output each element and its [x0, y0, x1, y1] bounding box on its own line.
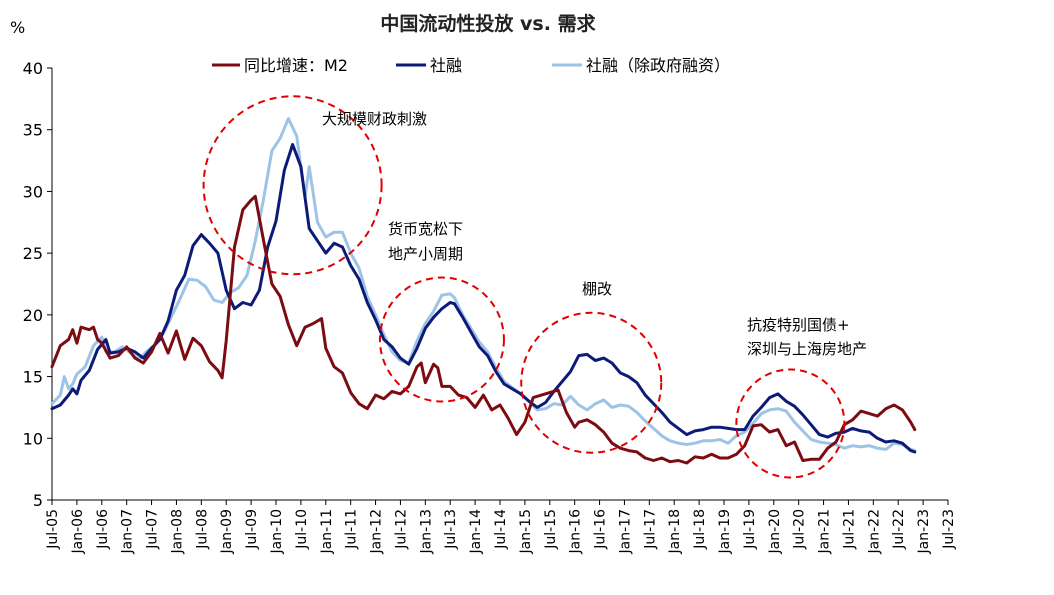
x-tick-label: Jul-13: [443, 509, 459, 550]
x-tick-label: Jul-09: [244, 509, 260, 550]
x-tick-label: Jan-20: [767, 509, 783, 554]
y-tick-label: 5: [33, 491, 43, 510]
y-tick-label: 35: [23, 121, 43, 140]
x-tick-label: Jul-11: [344, 509, 360, 550]
x-tick-label: Jul-17: [642, 509, 658, 550]
series-line-m2: [50, 194, 917, 465]
x-tick-label: Jul-22: [891, 509, 907, 550]
x-tick-label: Jul-16: [593, 509, 609, 550]
x-tick-label: Jul-05: [45, 509, 61, 550]
x-tick-label: Jul-12: [393, 509, 409, 550]
x-tick-label: Jan-23: [916, 509, 932, 554]
x-tick-label: Jul-07: [145, 509, 161, 550]
x-tick-label: Jan-11: [319, 509, 335, 554]
x-tick-label: Jul-15: [543, 509, 559, 550]
legend-label-m2: 同比增速：M2: [244, 56, 348, 75]
x-tick-label: Jan-22: [866, 509, 882, 554]
x-tick-label: Jan-19: [717, 509, 733, 554]
x-tick-label: Jan-10: [269, 509, 285, 554]
series-line-tsf: [50, 143, 917, 454]
x-tick-label: Jul-14: [493, 509, 509, 550]
x-tick-label: Jan-12: [369, 509, 385, 554]
y-tick-label: 10: [23, 429, 43, 448]
annotation-stimulus: 大规模财政刺激: [322, 110, 427, 128]
x-tick-label: Jan-18: [667, 509, 683, 554]
annotation-covid-line1: 抗疫特别国债+: [747, 316, 850, 334]
y-tick-label: 15: [23, 368, 43, 387]
legend-label-tsf-ex-gov: 社融（除政府融资）: [586, 56, 730, 75]
annotation-shantytown: 棚改: [582, 280, 612, 298]
series-line-tsf-ex-gov: [50, 117, 917, 453]
x-tick-label: Jul-19: [742, 509, 758, 550]
x-tick-label: Jan-09: [219, 509, 235, 554]
y-tick-label: 30: [23, 182, 43, 201]
x-tick-label: Jan-14: [468, 509, 484, 555]
annotation-circle-stimulus: [202, 95, 383, 276]
legend: 同比增速：M2 社融 社融（除政府融资）: [212, 56, 730, 75]
annotation-circle-easing: [378, 276, 505, 403]
legend-label-tsf: 社融: [430, 56, 462, 75]
annotation-circle-covid-bonds: [735, 368, 846, 479]
annotation-easing-line1: 货币宽松下: [388, 220, 463, 238]
x-tick-label: Jul-21: [841, 509, 857, 550]
y-tick-label: 20: [23, 306, 43, 325]
series-group: [50, 117, 917, 465]
x-tick-label: Jul-20: [792, 509, 808, 550]
x-tick-label: Jan-08: [169, 509, 185, 554]
annotations: 大规模财政刺激 货币宽松下 地产小周期 棚改 抗疫特别国债+ 深圳与上海房地产: [202, 95, 867, 479]
x-tick-label: Jan-06: [70, 509, 86, 555]
y-tick-label: 25: [23, 244, 43, 263]
axes: 5 10 15 20 25 30 35 40 Jul-05 Jan-06 Jul-06 Jan-07 J…: [23, 59, 957, 554]
x-tick-label: Jul-08: [194, 509, 210, 550]
x-tick-label: Jan-16: [568, 509, 584, 555]
x-tick-label: Jul-06: [95, 509, 111, 550]
x-tick-label: Jul-18: [692, 509, 708, 550]
x-tick-label: Jul-23: [941, 509, 957, 550]
y-tick-label: 40: [23, 59, 43, 78]
annotation-circle-shantytown: [520, 311, 663, 454]
x-tick-label: Jan-07: [120, 509, 136, 554]
x-tick-label: Jan-15: [518, 509, 534, 554]
x-tick-label: Jan-13: [418, 509, 434, 554]
annotation-easing-line2: 地产小周期: [388, 245, 463, 263]
y-axis-unit-label: %: [10, 18, 25, 37]
x-tick-label: Jan-17: [617, 509, 633, 554]
x-tick-label: Jan-21: [817, 509, 833, 554]
x-tick-label: Jul-10: [294, 509, 310, 550]
annotation-covid-line2: 深圳与上海房地产: [747, 340, 867, 358]
chart-title: 中国流动性投放 vs. 需求: [380, 12, 596, 35]
